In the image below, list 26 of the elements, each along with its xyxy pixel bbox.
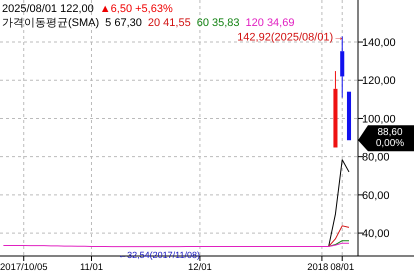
line-series [328,159,350,247]
y-tick-label: 120,00 [362,75,396,88]
y-tick-label: 40,00 [362,228,390,240]
text: 5 67,30 [105,17,142,29]
text: 20 41,55 [148,17,191,29]
line-series [328,225,350,247]
y-tick-label: 100,00 [362,113,396,126]
y-tick-label: 140,00 [362,37,396,50]
chart-title: 2025/08/01 122,00 [2,3,94,15]
y-tick-label: 60,00 [362,190,390,202]
text: 60 35,83 [196,17,240,29]
candlestick [333,70,338,148]
x-tick-label: 11/01 [80,262,104,273]
x-tick-label: 12/01 [188,262,212,273]
chart-subtitle: ▲6,50 +5,63% [100,3,173,15]
x-tick-label: 2017/10/05 [0,262,48,273]
x-tick-label: 2018 [307,262,328,273]
text: 120 34,69 [246,17,294,29]
x-tick-label: 08/01 [330,262,354,273]
text: 0,00% [376,138,404,150]
text: 88,60 [377,127,403,138]
annotation: 142,92(2025/08/01)→ [237,31,344,44]
candlestick [340,36,344,98]
y-tick-label: 80,00 [362,152,390,164]
legend-title: 가격이동평균(SMA) [2,17,100,29]
candlestick [346,92,352,140]
